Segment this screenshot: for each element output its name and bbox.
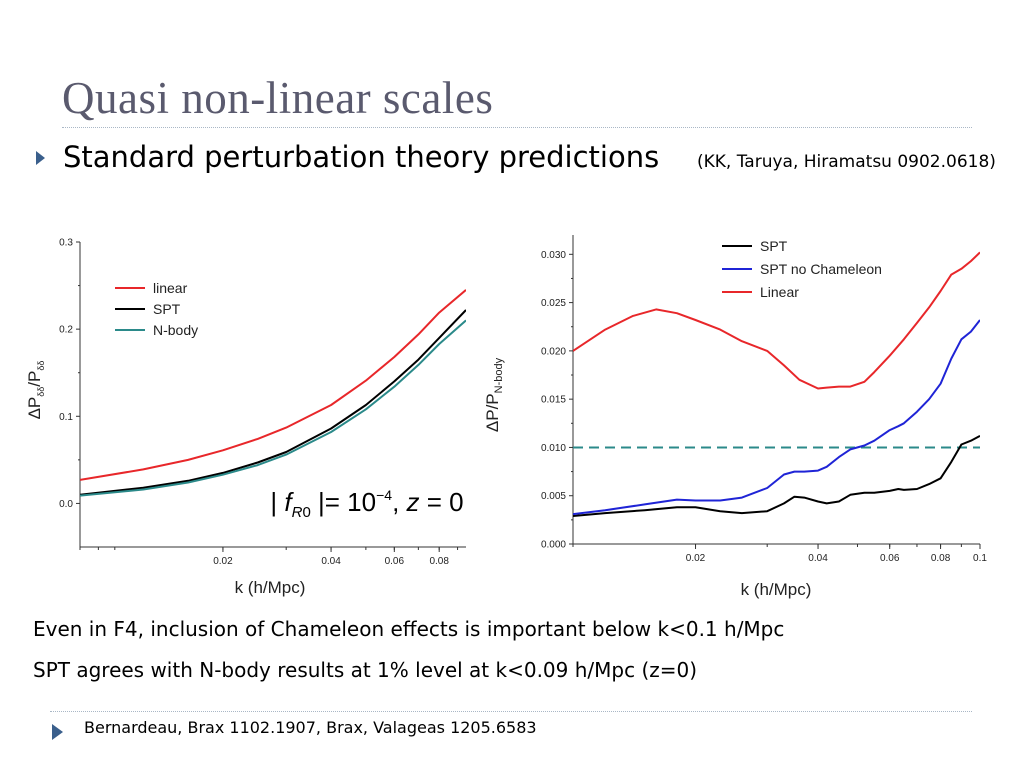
y-tick-label: 0.010 xyxy=(541,443,566,454)
series-line-spt xyxy=(573,435,980,517)
slide-title: Quasi non-linear scales xyxy=(62,73,494,123)
series-line-spt-no-chameleon xyxy=(573,319,980,516)
series-line-linear xyxy=(573,251,980,390)
left-x-axis-label: k (h/Mpc) xyxy=(235,578,306,597)
x-tick-label: 0.06 xyxy=(385,556,405,567)
y-tick-label: 0.2 xyxy=(59,325,73,336)
legend-label-spt: SPT xyxy=(760,238,788,254)
y-tick-label: 0.3 xyxy=(59,238,73,249)
y-tick-label: 0.000 xyxy=(541,540,566,551)
y-tick-label: 0.030 xyxy=(541,250,566,261)
series-line-spt xyxy=(80,309,466,496)
y-tick-label: 0.005 xyxy=(541,491,566,502)
right-chart: 0.02 0.04 0.06 0.08 0.1 0.000 0.005 0.010 0.015 0… xyxy=(483,235,987,599)
x-tick-label: 0.08 xyxy=(429,556,449,567)
legend-label-linear: linear xyxy=(153,280,188,296)
legend-label-spt-no-chameleon: SPT no Chameleon xyxy=(760,261,882,277)
x-tick-label: 0.06 xyxy=(880,553,900,564)
y-tick-label: 0.0 xyxy=(59,499,73,510)
right-plot-area: 0.02 0.04 0.06 0.08 0.1 0.000 0.005 0.010 0.015 0… xyxy=(541,235,987,564)
note-2: SPT agrees with N-body results at 1% lev… xyxy=(33,658,698,682)
left-y-axis-label: ΔPδδ/Pδδ xyxy=(25,361,46,420)
x-tick-label: 0.08 xyxy=(931,553,951,564)
footer-arrow-icon xyxy=(52,724,63,740)
y-tick-label: 0.1 xyxy=(59,412,73,423)
series-line-n-body xyxy=(80,319,466,497)
bullet-text: Standard perturbation theory predictions xyxy=(63,140,660,174)
y-tick-label: 0.025 xyxy=(541,298,566,309)
bullet-reference: (KK, Taruya, Hiramatsu 0902.0618) xyxy=(697,152,996,172)
left-chart-annotation: | fR0 |= 10−4, z = 0 xyxy=(270,487,463,521)
x-tick-label: 0.1 xyxy=(973,553,987,564)
right-x-axis-label: k (h/Mpc) xyxy=(741,580,812,599)
note-1: Even in F4, inclusion of Chameleon effec… xyxy=(33,617,785,641)
legend-label-spt: SPT xyxy=(153,301,181,317)
left-chart: 0.02 0.04 0.06 0.08 0.0 0.1 0.2 0.3 linear SPT N-… xyxy=(25,238,466,597)
footer-divider xyxy=(50,711,972,712)
title-divider xyxy=(62,127,972,128)
x-tick-label: 0.02 xyxy=(213,556,233,567)
legend-label-n-body: N-body xyxy=(153,322,198,338)
bullet-arrow-icon xyxy=(36,151,45,165)
x-tick-label: 0.02 xyxy=(686,553,706,564)
left-legend: linear SPT N-body xyxy=(115,280,198,338)
right-legend: SPT SPT no Chameleon Linear xyxy=(722,238,882,300)
footer-reference: Bernardeau, Brax 1102.1907, Brax, Valage… xyxy=(84,718,537,737)
y-tick-label: 0.015 xyxy=(541,395,566,406)
series-line-linear xyxy=(80,289,466,481)
right-y-axis-label: ΔP/PN-body xyxy=(483,357,505,432)
legend-label-linear: Linear xyxy=(760,284,799,300)
y-tick-label: 0.020 xyxy=(541,346,566,357)
x-tick-label: 0.04 xyxy=(808,553,828,564)
left-plot-area: 0.02 0.04 0.06 0.08 0.0 0.1 0.2 0.3 xyxy=(59,238,466,567)
x-tick-label: 0.04 xyxy=(321,556,341,567)
